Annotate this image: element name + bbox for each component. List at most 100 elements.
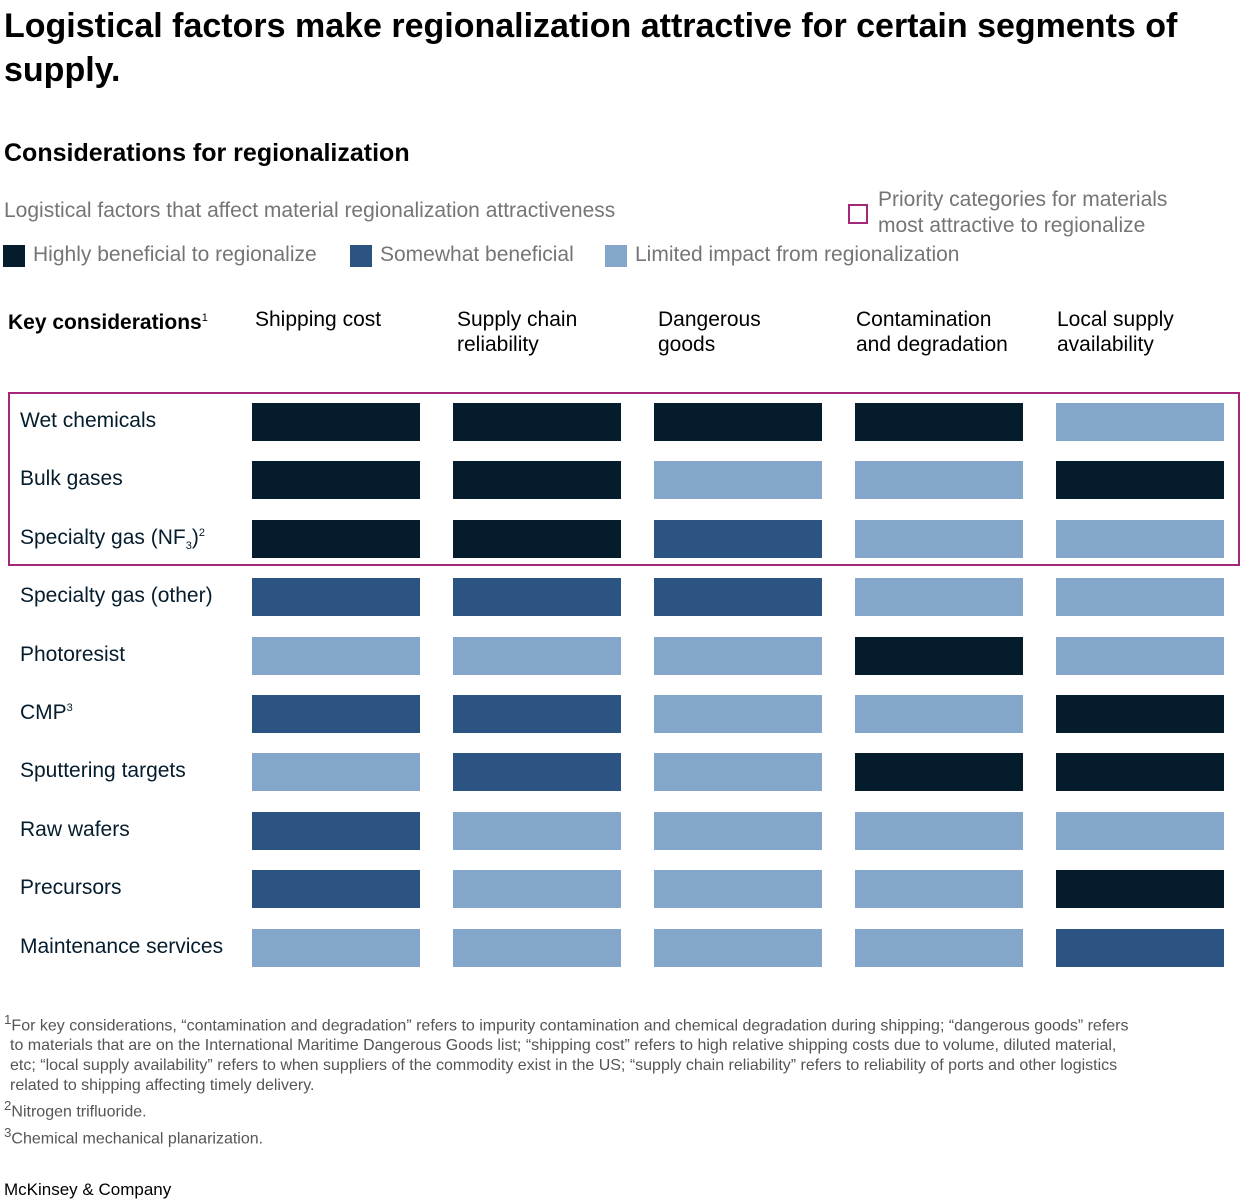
column-header-contamination-degradation: Contamination and degradation — [856, 308, 1008, 356]
legend-swatch-somewhat — [350, 245, 372, 267]
row-label-text: Specialty gas (other) — [20, 584, 213, 608]
heatmap-cell — [855, 811, 1023, 850]
heatmap-cell — [855, 928, 1023, 967]
heatmap-cell — [252, 636, 420, 675]
chart-title: Logistical factors make regionalization … — [4, 7, 1178, 89]
footnote-2: Nitrogen trifluoride. — [11, 1103, 147, 1121]
heatmap-cell — [855, 403, 1023, 441]
row-label-text: Raw wafers — [20, 817, 130, 841]
heatmap-cell — [654, 403, 822, 441]
row-label-text: Specialty gas (NF — [20, 525, 186, 549]
heatmap-cell — [453, 461, 621, 500]
legend-label-somewhat: Somewhat beneficial — [380, 243, 574, 266]
heatmap-cell — [654, 870, 822, 909]
heatmap-cell — [654, 928, 822, 967]
heatmap-cell — [1056, 578, 1224, 617]
heatmap-cell — [252, 403, 420, 441]
row-label-text: Maintenance services — [20, 934, 224, 958]
footnote-3: Chemical mechanical planarization. — [11, 1129, 264, 1147]
heatmap-cell — [252, 928, 420, 967]
priority-highlight-box — [8, 392, 1240, 566]
heatmap-cell — [1056, 519, 1224, 558]
chart-subtitle: Considerations for regionalization — [4, 139, 410, 167]
heatmap-cell — [855, 753, 1023, 792]
heatmap-cell — [453, 403, 621, 441]
row-label: Specialty gas (other) — [20, 584, 213, 608]
heatmap-cell — [654, 811, 822, 850]
row-label: CMP3 — [20, 701, 73, 725]
heatmap-cell — [252, 461, 420, 500]
heatmap-cell — [252, 695, 420, 733]
heatmap-cell — [1056, 753, 1224, 792]
row-label: Raw wafers — [20, 818, 130, 842]
heatmap-cell — [855, 870, 1023, 909]
footnote-ref: 3 — [66, 702, 73, 714]
heatmap-cell — [1056, 811, 1224, 850]
row-label-text: CMP — [20, 701, 67, 724]
column-header-local-supply-availability: Local supply availability — [1057, 308, 1174, 356]
row-label: Sputtering targets — [20, 759, 186, 783]
heatmap-cell — [855, 461, 1023, 500]
footnote-ref: 2 — [198, 526, 205, 539]
legend-label-high: Highly beneficial to regionalize — [33, 243, 317, 266]
heatmap-cell — [1056, 461, 1224, 500]
heatmap-cell — [252, 753, 420, 792]
heatmap-cell — [654, 753, 822, 792]
column-header-dangerous-goods: Dangerous goods — [658, 308, 761, 356]
heatmap-cell — [252, 870, 420, 909]
heatmap-cell — [453, 636, 621, 675]
heatmap-cell — [453, 695, 621, 733]
legend-swatch-high — [3, 245, 25, 267]
heatmap-cell — [654, 695, 822, 733]
heatmap-cell — [654, 636, 822, 675]
row-label-text: Photoresist — [20, 642, 126, 666]
heatmap-cell — [252, 578, 420, 617]
footnote-1-line-3: etc; “local supply availability” refers … — [10, 1057, 1118, 1075]
footnote-1-line-1: For key considerations, “contamination a… — [11, 1017, 1129, 1035]
heatmap-cell — [654, 519, 822, 558]
row-label: Bulk gases — [20, 467, 123, 491]
heatmap-cell — [453, 753, 621, 792]
heatmap-cell — [1056, 695, 1224, 733]
row-label: Precursors — [20, 876, 122, 900]
footnote-1-line-2: to materials that are on the Internation… — [10, 1037, 1117, 1055]
heatmap-cell — [654, 461, 822, 500]
legend-label-limited: Limited impact from regionalization — [635, 243, 960, 266]
heatmap-cell — [855, 519, 1023, 558]
heatmap-cell — [453, 578, 621, 617]
footnote-mark: 2 — [4, 1098, 12, 1114]
heatmap-cell — [1056, 928, 1224, 967]
column-header-supply-chain-reliability: Supply chain reliability — [457, 308, 578, 356]
row-label: Maintenance services — [20, 935, 223, 959]
heatmap-cell — [1056, 870, 1224, 909]
footnote-1-line-4: related to shipping affecting timely del… — [10, 1077, 315, 1095]
row-label-text-end: ) — [191, 525, 199, 549]
footnote-mark: 3 — [4, 1124, 12, 1140]
heatmap-cell — [1056, 636, 1224, 675]
row-label-subscript: 3 — [185, 539, 192, 552]
row-label-text: Sputtering targets — [20, 759, 186, 783]
legend-swatch-limited — [605, 245, 627, 267]
heatmap-cell — [855, 636, 1023, 675]
row-label-text: Bulk gases — [20, 467, 123, 491]
row-label-text: Wet chemicals — [20, 409, 157, 432]
heatmap-cell — [252, 811, 420, 850]
heatmap-cell — [453, 928, 621, 967]
priority-legend-label: Priority categories for materials most a… — [878, 188, 1168, 237]
heatmap-cell — [855, 578, 1023, 617]
footnote-mark: 1 — [4, 1012, 12, 1027]
row-label: Photoresist — [20, 643, 125, 667]
heatmap-cell — [654, 578, 822, 617]
priority-legend-swatch — [848, 204, 868, 224]
key-considerations-header: Key considerations1 — [8, 311, 208, 335]
heatmap-cell — [1056, 403, 1224, 441]
heatmap-cell — [453, 870, 621, 909]
heatmap-cell — [252, 519, 420, 558]
heatmap-cell — [453, 519, 621, 558]
chart-description: Logistical factors that affect material … — [4, 199, 616, 222]
row-label: Specialty gas (NF3)2 — [20, 526, 205, 552]
key-considerations-label: Key considerations — [8, 311, 202, 334]
column-header-shipping-cost: Shipping cost — [255, 308, 382, 331]
brand-logo-text: McKinsey & Company — [4, 1180, 172, 1199]
heatmap-cell — [453, 811, 621, 850]
